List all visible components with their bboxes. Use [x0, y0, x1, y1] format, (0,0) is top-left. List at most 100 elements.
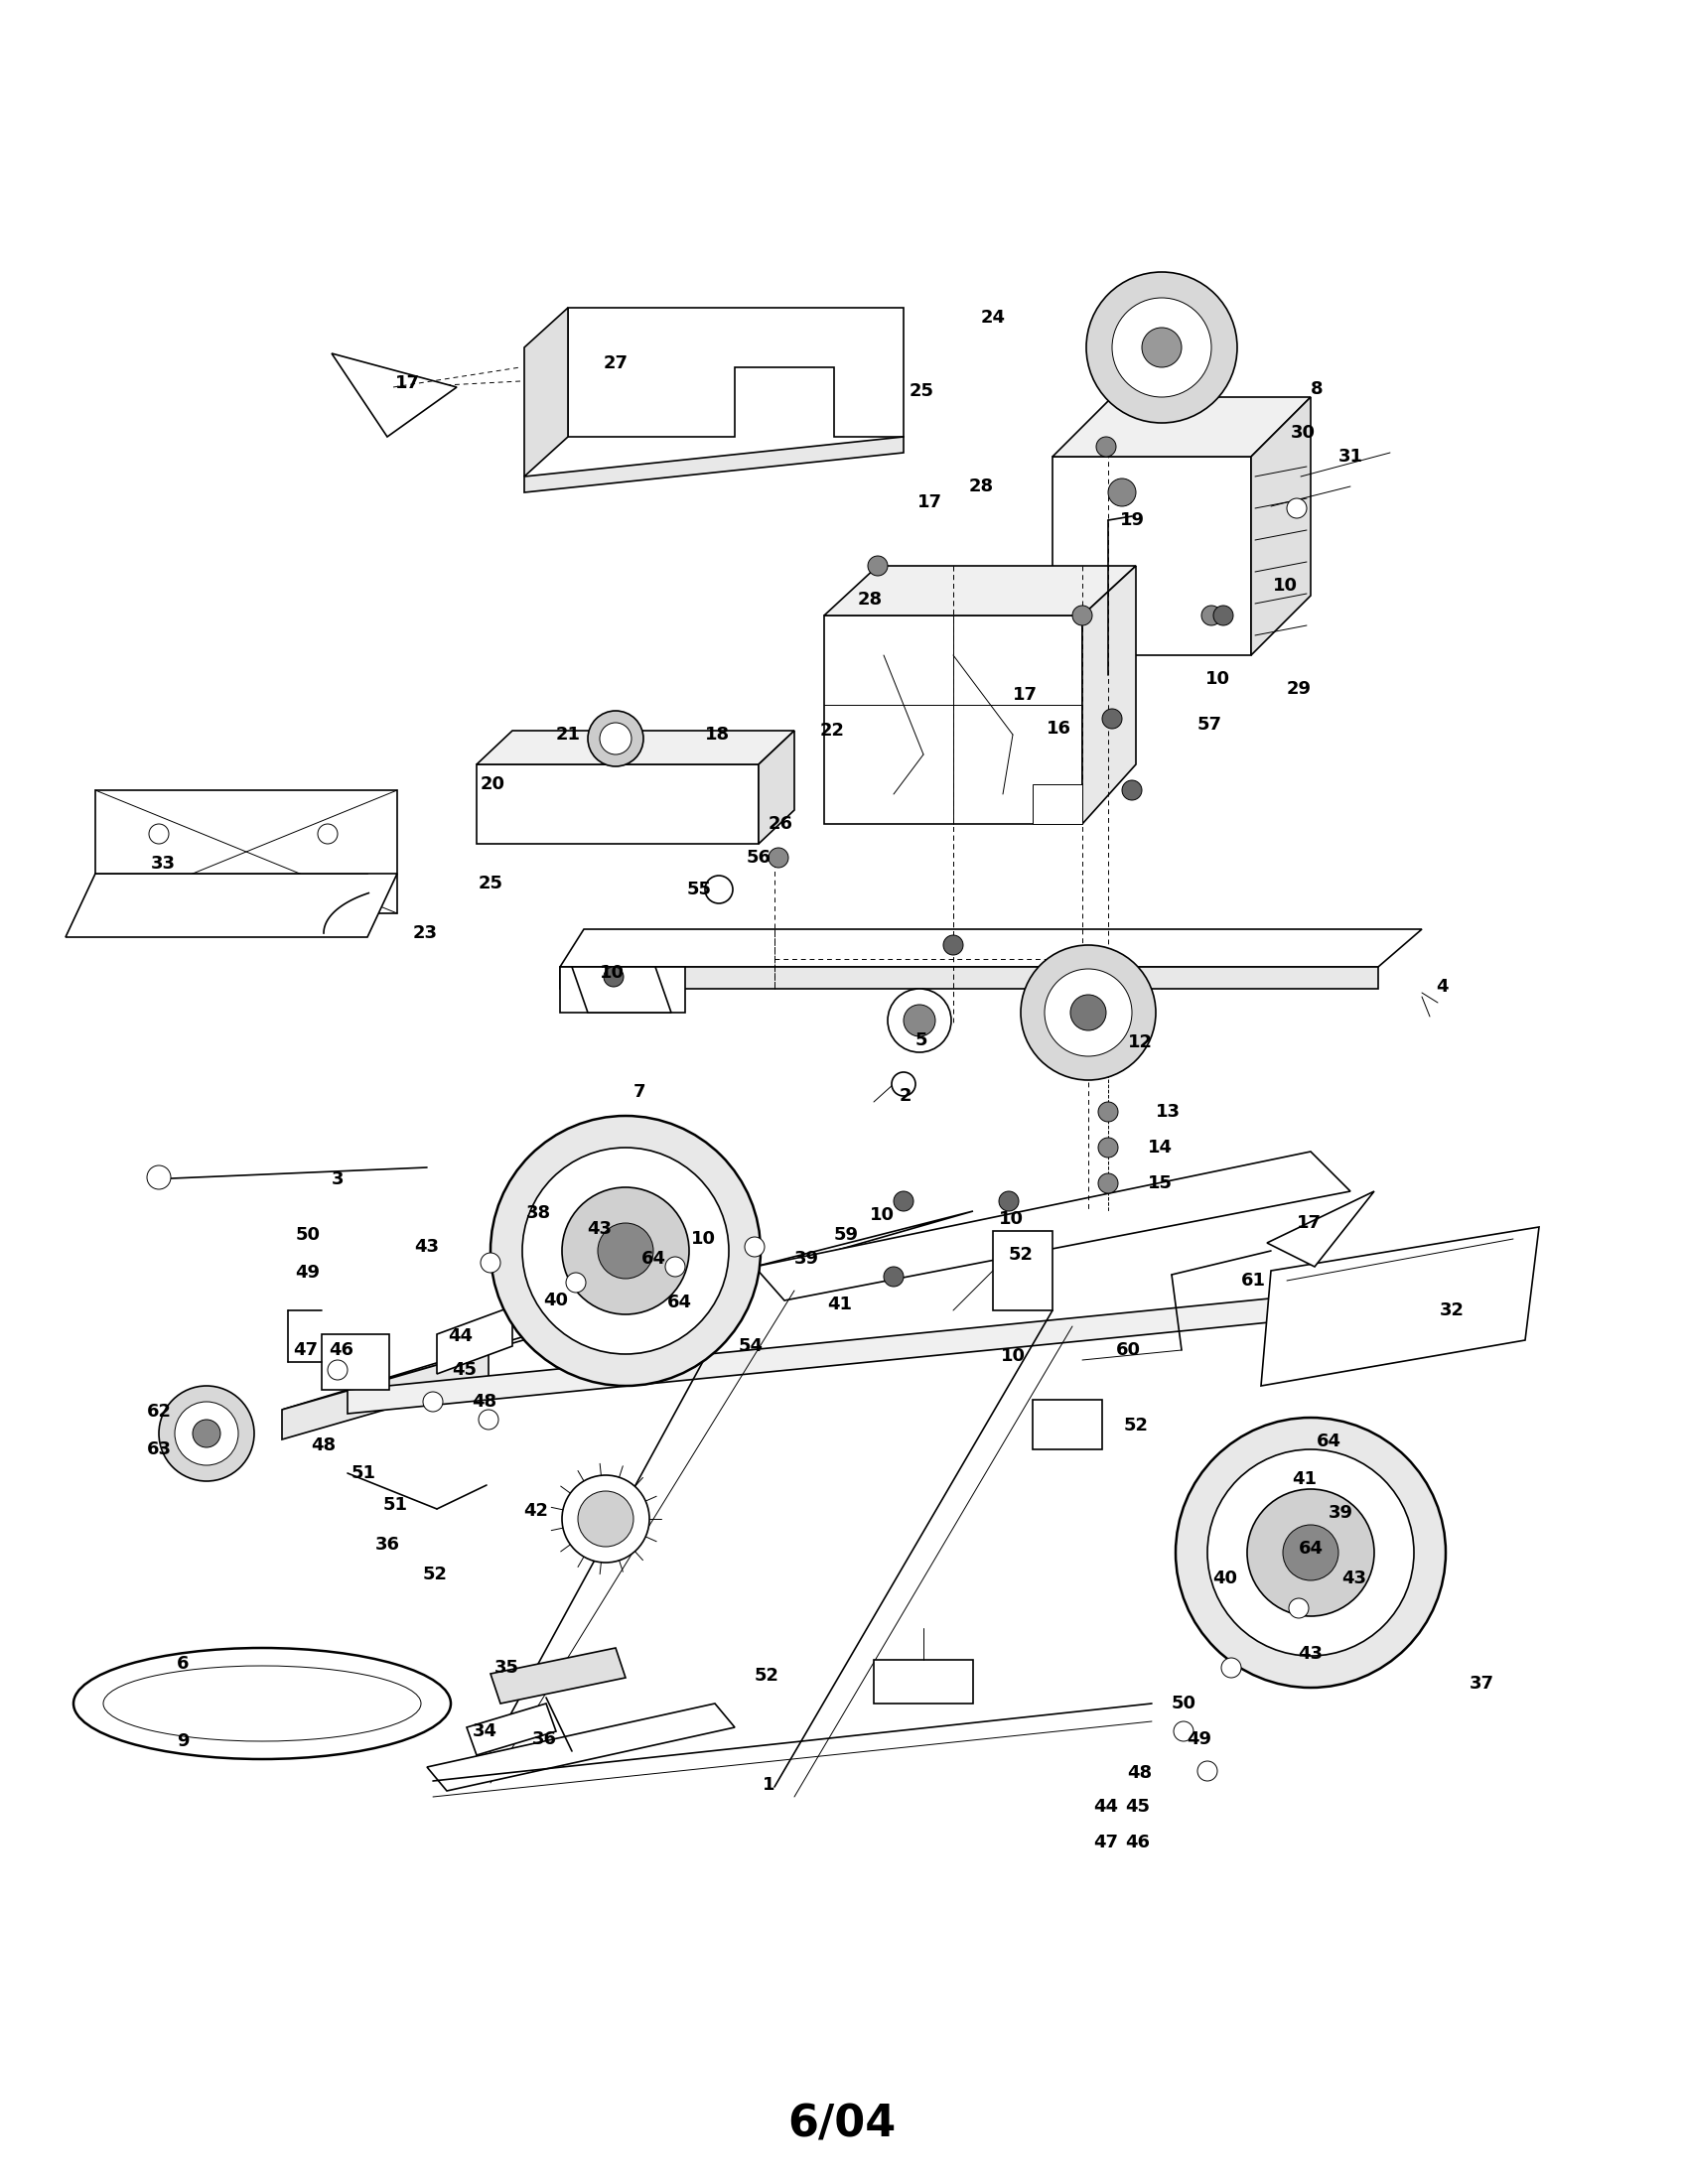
Circle shape	[1073, 605, 1093, 625]
Text: 29: 29	[1287, 679, 1312, 699]
Polygon shape	[561, 928, 1421, 968]
Circle shape	[1071, 994, 1106, 1031]
Text: 17: 17	[1297, 1214, 1320, 1232]
Text: 10: 10	[1273, 577, 1297, 594]
Circle shape	[423, 1391, 443, 1411]
Ellipse shape	[74, 1649, 451, 1758]
Text: 28: 28	[857, 590, 882, 609]
Text: 34: 34	[472, 1723, 497, 1741]
Circle shape	[1122, 780, 1142, 799]
Circle shape	[192, 1420, 221, 1448]
Text: 6: 6	[177, 1655, 189, 1673]
Text: 50: 50	[1170, 1695, 1196, 1712]
Circle shape	[1086, 273, 1238, 424]
Text: 43: 43	[1342, 1570, 1367, 1588]
Text: 5: 5	[914, 1031, 928, 1048]
Polygon shape	[561, 968, 685, 1013]
Text: 24: 24	[980, 308, 1005, 328]
Text: 48: 48	[312, 1437, 337, 1455]
Circle shape	[884, 1267, 904, 1286]
Circle shape	[490, 1116, 761, 1387]
Circle shape	[478, 1409, 498, 1431]
Circle shape	[1111, 297, 1211, 397]
Text: 48: 48	[472, 1393, 497, 1411]
Polygon shape	[281, 1212, 973, 1409]
Text: 45: 45	[1125, 1797, 1150, 1815]
Text: 10: 10	[1000, 1348, 1026, 1365]
Circle shape	[588, 710, 643, 767]
Text: 13: 13	[1155, 1103, 1180, 1120]
Polygon shape	[823, 566, 1137, 616]
Text: 40: 40	[1212, 1570, 1238, 1588]
Polygon shape	[66, 874, 397, 937]
Text: 21: 21	[556, 725, 581, 743]
Text: 39: 39	[1329, 1505, 1352, 1522]
Text: 62: 62	[147, 1402, 172, 1420]
Text: 37: 37	[1468, 1675, 1494, 1693]
Text: 17: 17	[394, 373, 419, 393]
Circle shape	[522, 1147, 729, 1354]
Polygon shape	[524, 437, 904, 491]
Circle shape	[1044, 970, 1132, 1057]
Text: 31: 31	[1339, 448, 1362, 465]
Circle shape	[598, 1223, 653, 1278]
Circle shape	[148, 823, 168, 843]
Circle shape	[891, 1072, 916, 1096]
Text: 45: 45	[453, 1361, 477, 1378]
Polygon shape	[1083, 566, 1137, 823]
Text: 39: 39	[793, 1249, 818, 1267]
Polygon shape	[477, 732, 795, 764]
Text: 17: 17	[918, 494, 941, 511]
Circle shape	[1108, 478, 1137, 507]
Circle shape	[1098, 1103, 1118, 1123]
Text: 51: 51	[382, 1496, 408, 1514]
Text: 64: 64	[642, 1249, 665, 1267]
Text: 33: 33	[150, 854, 175, 874]
Text: 41: 41	[827, 1295, 852, 1313]
Text: 54: 54	[738, 1337, 763, 1354]
Polygon shape	[994, 1232, 1052, 1310]
Text: 23: 23	[413, 924, 438, 941]
Text: 43: 43	[1298, 1645, 1324, 1662]
Polygon shape	[347, 1286, 1389, 1413]
Circle shape	[904, 1005, 935, 1037]
Text: 14: 14	[1147, 1138, 1172, 1158]
Text: 52: 52	[1123, 1417, 1148, 1435]
Text: 64: 64	[1298, 1540, 1324, 1557]
Text: 2: 2	[899, 1088, 911, 1105]
Polygon shape	[96, 791, 397, 913]
Circle shape	[1101, 710, 1122, 729]
Text: 40: 40	[544, 1291, 569, 1310]
Polygon shape	[332, 354, 456, 437]
Circle shape	[665, 1256, 685, 1278]
Text: 30: 30	[1290, 424, 1315, 441]
Text: 64: 64	[1317, 1433, 1340, 1450]
Circle shape	[887, 989, 951, 1053]
Circle shape	[603, 968, 623, 987]
Circle shape	[1142, 328, 1182, 367]
Circle shape	[706, 876, 733, 904]
Circle shape	[1098, 1173, 1118, 1192]
Text: 18: 18	[704, 725, 729, 743]
Circle shape	[600, 723, 632, 753]
Text: 52: 52	[423, 1566, 448, 1583]
Circle shape	[175, 1402, 239, 1465]
Text: 32: 32	[1440, 1302, 1463, 1319]
Text: 49: 49	[295, 1265, 320, 1282]
Circle shape	[1174, 1721, 1194, 1741]
Text: 10: 10	[690, 1230, 716, 1247]
Polygon shape	[1251, 397, 1310, 655]
Text: 42: 42	[524, 1503, 549, 1520]
Polygon shape	[436, 1306, 512, 1374]
Polygon shape	[1266, 1190, 1374, 1267]
Text: 46: 46	[1125, 1835, 1150, 1852]
Text: 49: 49	[1187, 1730, 1212, 1747]
Text: 41: 41	[1292, 1470, 1317, 1487]
Text: 63: 63	[147, 1441, 172, 1459]
Circle shape	[562, 1188, 689, 1315]
Text: 20: 20	[480, 775, 505, 793]
Text: 52: 52	[754, 1666, 780, 1684]
Text: 50: 50	[295, 1225, 320, 1245]
Text: 44: 44	[448, 1328, 473, 1345]
Text: 60: 60	[1115, 1341, 1140, 1358]
